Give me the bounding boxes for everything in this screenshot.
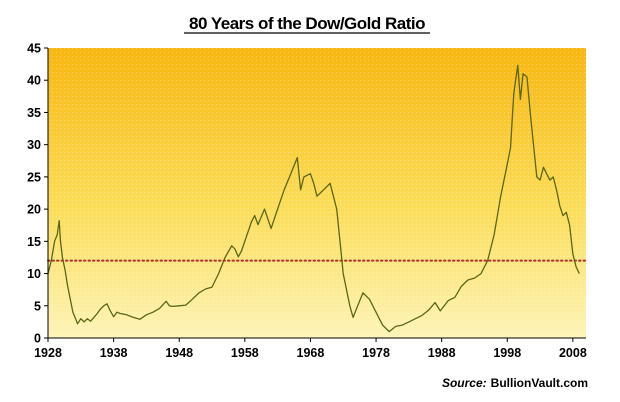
x-tick-label: 2008 [559,346,587,360]
x-tick-label: 1948 [165,346,193,360]
y-tick-label: 5 [34,299,41,313]
plot-area-texture [48,48,586,338]
y-tick-label: 40 [27,74,41,88]
x-tick-label: 1978 [362,346,390,360]
y-axis-ticks: 0 5 10 15 20 25 30 35 40 45 [27,42,48,346]
x-tick-label: 1958 [231,346,259,360]
source-name: BullionVault.com [491,376,588,390]
y-tick-label: 10 [27,267,41,281]
y-tick-label: 20 [27,203,41,217]
series-line-0 [47,64,580,333]
series-layer [47,64,580,333]
x-tick-label: 1988 [428,346,456,360]
x-tick-label: 1998 [493,346,521,360]
y-tick-label: 30 [27,138,41,152]
x-tick-label: 1938 [100,346,128,360]
source-prefix: Source: [442,376,487,390]
y-tick-label: 45 [27,42,41,56]
y-tick-label: 35 [27,106,41,120]
y-tick-label: 25 [27,170,41,184]
x-axis-ticks: 1928 1938 1948 1958 1968 1978 1988 1998 2008 [34,338,587,360]
y-tick-label: 0 [34,332,41,346]
source-label: Source: BullionVault.com [442,376,588,390]
chart-title: 80 Years of the Dow/Gold Ratio [189,14,425,33]
x-tick-label: 1928 [34,346,62,360]
x-tick-label: 1968 [297,346,325,360]
y-tick-label: 15 [27,235,41,249]
